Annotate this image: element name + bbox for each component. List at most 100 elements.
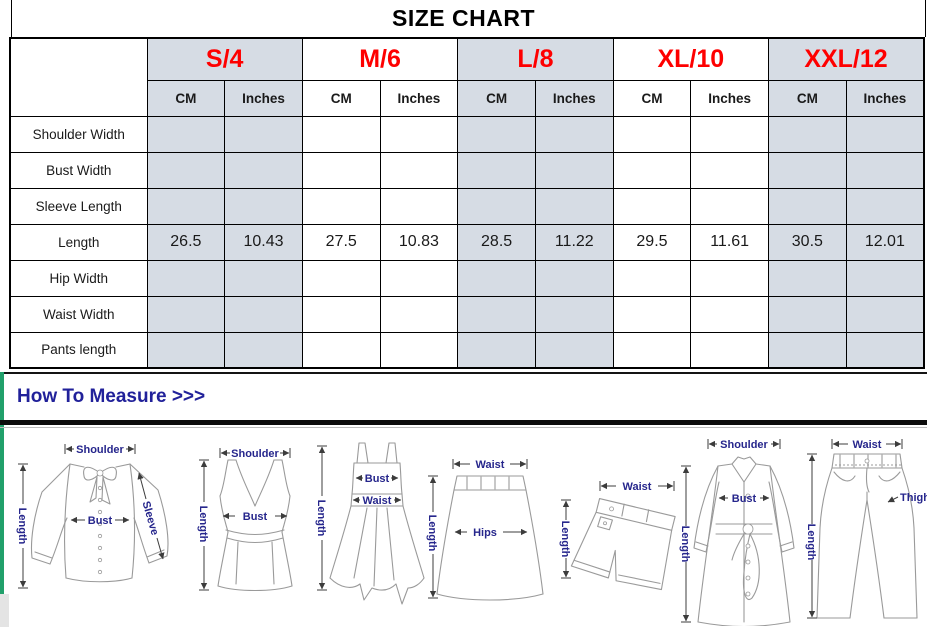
- value-cell: [224, 151, 303, 189]
- value-cell: [768, 187, 847, 225]
- value-cell: [768, 151, 847, 189]
- value-cell: [301, 115, 381, 153]
- title-band: SIZE CHART: [0, 0, 927, 37]
- tank-length-label: Length: [197, 506, 209, 543]
- dress-bust-label: Bust: [365, 473, 390, 485]
- value-cell: [690, 295, 769, 333]
- unit-header-cm: CM: [768, 79, 847, 117]
- unit-header-cm: CM: [457, 79, 536, 117]
- value-cell: [690, 151, 769, 189]
- title-left-border: [11, 0, 12, 37]
- figure-shorts: Waist Length: [550, 474, 685, 609]
- divider-rule: [0, 420, 927, 425]
- skirt-waist-label: Waist: [476, 459, 505, 471]
- value-cell: [301, 259, 381, 297]
- value-cell: [224, 259, 303, 297]
- size-header-xxl-12: XXL/12: [768, 37, 925, 81]
- value-cell: [379, 151, 459, 189]
- value-cell: [146, 295, 226, 333]
- figure-skirt: Waist Hips Length: [425, 456, 555, 621]
- row-label: Pants length: [9, 331, 148, 369]
- value-cell: [845, 151, 925, 189]
- blouse-illustration: Shoulder Bust: [16, 444, 169, 589]
- unit-header-inches: Inches: [845, 79, 925, 117]
- how-to-measure-section: How To Measure >>> Shoulder: [0, 372, 927, 627]
- value-cell: [534, 151, 614, 189]
- value-cell: 29.5: [612, 223, 692, 261]
- value-cell: [224, 295, 303, 333]
- value-cell: 27.5: [301, 223, 381, 261]
- value-cell: [457, 151, 536, 189]
- pants-thigh-label: Thigh: [900, 492, 927, 504]
- value-cell: 30.5: [768, 223, 847, 261]
- unit-header-cm: CM: [146, 79, 226, 117]
- value-cell: [457, 331, 536, 369]
- left-accent-bar: [0, 372, 4, 594]
- table-row: Hip Width: [9, 259, 925, 297]
- unit-header-cm: CM: [612, 79, 692, 117]
- row-label: Shoulder Width: [9, 115, 148, 153]
- value-cell: [534, 331, 614, 369]
- value-cell: [845, 187, 925, 225]
- blouse-length-label: Length: [16, 508, 28, 545]
- unit-header-inches: Inches: [534, 79, 614, 117]
- value-cell: [612, 187, 692, 225]
- table-row: Pants length: [9, 331, 925, 369]
- figure-pants: Waist Thigh Length: [802, 426, 927, 627]
- figure-dress: Bust Waist Length: [312, 438, 447, 627]
- value-cell: [534, 187, 614, 225]
- value-cell: 10.43: [224, 223, 303, 261]
- title-right-border: [925, 0, 926, 37]
- dress-length-label: Length: [315, 500, 327, 537]
- row-label: Length: [9, 223, 148, 261]
- skirt-hips-label: Hips: [473, 527, 497, 539]
- value-cell: [534, 115, 614, 153]
- value-cell: [379, 187, 459, 225]
- table-row: Length 26.5 10.43 27.5 10.83 28.5 11.22 29.5 11.…: [9, 223, 925, 261]
- value-cell: [457, 259, 536, 297]
- value-cell: [534, 295, 614, 333]
- tank-top-illustration: Shoulder Bust Length: [197, 448, 293, 591]
- value-cell: [301, 331, 381, 369]
- skirt-illustration: Waist Hips Length: [426, 459, 544, 601]
- coat-length-label: Length: [679, 526, 691, 563]
- row-label: Sleeve Length: [9, 187, 148, 225]
- figure-tank-top: Shoulder Bust Length: [192, 444, 317, 601]
- value-cell: [301, 151, 381, 189]
- value-cell: [768, 295, 847, 333]
- value-cell: [612, 115, 692, 153]
- value-cell: [612, 331, 692, 369]
- value-cell: [379, 295, 459, 333]
- blouse-bust-label: Bust: [88, 515, 113, 527]
- unit-header-inches: Inches: [690, 79, 769, 117]
- size-header-xl-10: XL/10: [612, 37, 770, 81]
- size-chart-table: S/4 M/6 L/8 XL/10 XXL/12 CM Inches CM Inches CM In…: [9, 37, 925, 369]
- value-cell: 10.83: [379, 223, 459, 261]
- value-cell: [690, 331, 769, 369]
- size-header-l-8: L/8: [457, 37, 614, 81]
- blouse-sleeve-label: Sleeve: [139, 500, 160, 537]
- value-cell: [690, 115, 769, 153]
- coat-illustration: Shoulder Bust: [679, 439, 795, 627]
- value-cell: [379, 331, 459, 369]
- value-cell: [690, 187, 769, 225]
- value-cell: [301, 187, 381, 225]
- value-cell: [845, 259, 925, 297]
- how-to-measure-heading: How To Measure >>>: [17, 386, 206, 407]
- size-header-s-4: S/4: [146, 37, 303, 81]
- size-header-m-6: M/6: [301, 37, 459, 81]
- value-cell: 12.01: [845, 223, 925, 261]
- value-cell: [146, 115, 226, 153]
- value-cell: [301, 295, 381, 333]
- value-cell: 28.5: [457, 223, 536, 261]
- shorts-length-label: Length: [559, 521, 571, 558]
- pants-illustration: Waist Thigh Length: [805, 439, 927, 619]
- dress-illustration: Bust Waist Length: [315, 442, 425, 605]
- value-cell: [612, 151, 692, 189]
- pants-length-label: Length: [805, 524, 817, 561]
- value-cell: [845, 331, 925, 369]
- row-label: Bust Width: [9, 151, 148, 189]
- tank-shoulder-label: Shoulder: [231, 448, 279, 460]
- blouse-shoulder-label: Shoulder: [76, 444, 124, 456]
